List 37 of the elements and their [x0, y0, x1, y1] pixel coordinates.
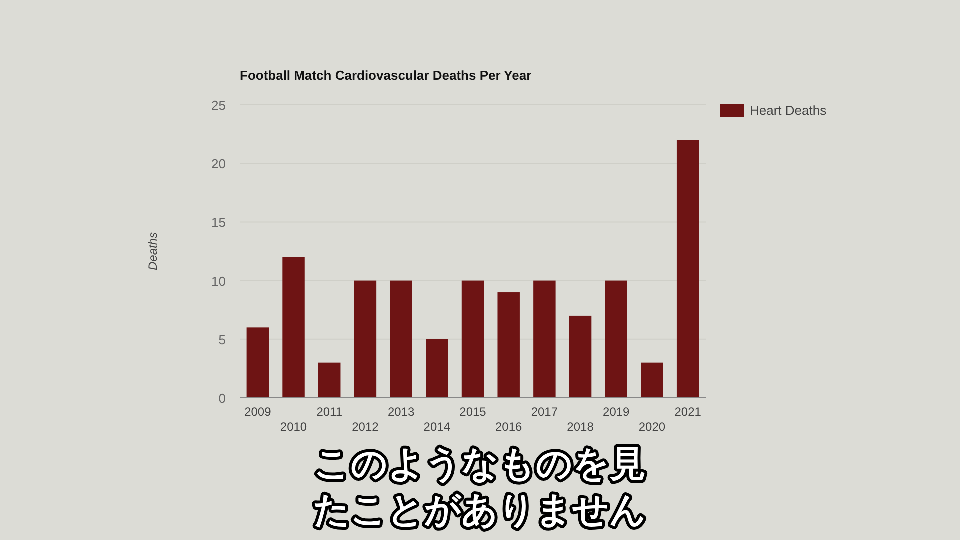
bar [605, 280, 628, 398]
legend-label: Heart Deaths [750, 103, 828, 118]
bar [390, 280, 412, 398]
x-tick-label: 2012 [352, 420, 380, 434]
x-tick-label: 2018 [567, 420, 594, 434]
bar [354, 280, 377, 398]
bar [534, 280, 556, 398]
x-tick-label: 2017 [531, 405, 558, 419]
bar [462, 280, 484, 398]
y-tick-label: 20 [212, 156, 226, 172]
y-tick-label: 5 [218, 332, 226, 348]
chart-title: Football Match Cardiovascular Deaths Per Year [240, 68, 532, 83]
x-tick-label: 2010 [280, 420, 308, 434]
text: たことがありません [314, 489, 646, 530]
x-tick-label: 2009 [244, 405, 272, 419]
bar [569, 316, 592, 398]
x-tick-label: 2011 [316, 405, 343, 419]
text: このようなものを見 [314, 443, 646, 484]
bar [246, 328, 270, 398]
x-tick-label: 2015 [460, 405, 487, 419]
bar [641, 362, 664, 398]
y-tick-label: 0 [218, 391, 226, 406]
bar [426, 339, 448, 398]
y-tick-label: 25 [212, 98, 226, 113]
x-tick-label: 2021 [674, 405, 702, 419]
x-tick-label: 2014 [424, 420, 451, 434]
x-tick-label: 2016 [495, 420, 523, 434]
bar [318, 362, 341, 398]
y-axis-title: Deaths [146, 232, 160, 271]
y-tick-label: 15 [212, 215, 226, 230]
x-tick-label: 2020 [638, 420, 666, 434]
bar [498, 292, 520, 398]
x-tick-label: 2013 [388, 405, 415, 419]
bar [676, 140, 700, 398]
bar [282, 257, 305, 398]
y-tick-label: 10 [212, 274, 226, 289]
x-tick-label: 2019 [603, 405, 630, 419]
